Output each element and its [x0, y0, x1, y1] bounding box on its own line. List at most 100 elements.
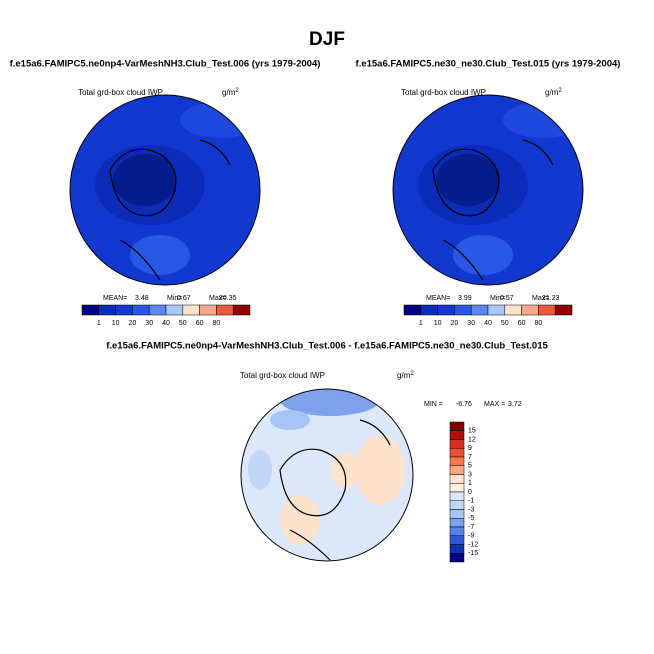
colorbar-label: 80: [535, 320, 543, 327]
stat-value: 3.48: [135, 295, 149, 302]
colorbar-box: [115, 304, 133, 316]
units: g/m2: [545, 88, 562, 98]
figure-title: DJF: [309, 29, 345, 50]
stat-value: -6.76: [456, 401, 472, 408]
colorbar-box: [199, 304, 217, 316]
units-exponent: 2: [235, 88, 239, 94]
colorbar-label: 60: [518, 320, 526, 327]
colorbar-box: [470, 304, 489, 316]
stat-label: Max=: [532, 295, 549, 302]
colorbar-box: [449, 421, 465, 431]
colorbar-label: -7: [468, 524, 474, 531]
panel-title: f.e15a6.FAMIPC5.ne0np4-VarMeshNH3.Club_T…: [10, 59, 321, 70]
stat-label: MEAN=: [103, 295, 127, 302]
colorbar-box: [449, 526, 465, 536]
colorbar-label: 10: [112, 320, 120, 327]
variable-label: Total grd-box cloud IWP: [240, 371, 325, 380]
colorbar-box: [449, 553, 465, 563]
colorbar-label: 50: [501, 320, 509, 327]
colorbar-label: 20: [129, 320, 137, 327]
variable-label: Total grd-box cloud IWP: [401, 88, 486, 97]
colorbar-box: [554, 304, 573, 316]
stat-label: MIN =: [424, 401, 443, 408]
variable-label: Total grd-box cloud IWP: [78, 88, 163, 97]
colorbar-label: 12: [468, 436, 476, 443]
units-exponent: 2: [410, 371, 414, 377]
colorbar-label: -1: [468, 498, 474, 505]
colorbar-box: [449, 465, 465, 475]
panel-title: f.e15a6.FAMIPC5.ne0np4-VarMeshNH3.Club_T…: [106, 341, 548, 352]
colorbar-box: [449, 535, 465, 545]
colorbar-label: -3: [468, 506, 474, 513]
colorbar-label: 1: [468, 480, 472, 487]
colorbar-box: [148, 304, 167, 316]
colorbar-label: -9: [468, 533, 474, 540]
units: g/m2: [222, 88, 239, 98]
stat-value: 3.99: [458, 295, 472, 302]
colorbar-box: [132, 304, 150, 316]
colorbar-box: [98, 304, 116, 316]
colorbar-label: 40: [484, 320, 492, 327]
colorbar-label: 1: [419, 320, 423, 327]
stat-label: Min=: [167, 295, 182, 302]
colorbar-box: [449, 456, 465, 466]
colorbar-label: 20: [451, 320, 459, 327]
colorbar-box: [182, 304, 200, 316]
stat-label: Min=: [490, 295, 505, 302]
colorbar-label: 50: [179, 320, 187, 327]
colorbar-box: [449, 509, 465, 519]
colorbar-label: 30: [145, 320, 153, 327]
panel-title: f.e15a6.FAMIPC5.ne30_ne30.Club_Test.015 …: [356, 59, 621, 70]
colorbar-box: [504, 304, 522, 316]
colorbar-label: 9: [468, 445, 472, 452]
colorbar-label: 0: [468, 489, 472, 496]
colorbar-box: [232, 304, 251, 316]
colorbar-label: 60: [196, 320, 204, 327]
stat-value: 20.35: [219, 295, 237, 302]
colorbar-box: [449, 491, 465, 501]
map: [393, 95, 583, 285]
map-border: [240, 388, 414, 562]
units: g/m2: [397, 371, 414, 381]
colorbar-label: -15: [468, 550, 478, 557]
map-border: [392, 94, 584, 286]
colorbar-box: [449, 518, 465, 528]
colorbar-box: [454, 304, 472, 316]
colorbar-box: [165, 304, 184, 316]
colorbar-box: [437, 304, 455, 316]
colorbar-box: [449, 430, 465, 440]
stat-value: 3.72: [508, 401, 522, 408]
colorbar-box: [449, 448, 465, 458]
units-exponent: 2: [558, 88, 562, 94]
stat-value: 21.23: [542, 295, 560, 302]
map: [241, 389, 413, 561]
colorbar-label: 3: [468, 471, 472, 478]
colorbar-box: [449, 474, 465, 484]
stat-label: MAX =: [484, 401, 505, 408]
stat-label: MEAN=: [426, 295, 450, 302]
colorbar-label: -12: [468, 541, 478, 548]
colorbar-label: 30: [467, 320, 475, 327]
map-border: [69, 94, 261, 286]
colorbar-box: [81, 304, 100, 316]
colorbar-box: [487, 304, 506, 316]
colorbar-box: [449, 483, 465, 493]
colorbar-box: [216, 304, 234, 316]
map: [70, 95, 260, 285]
colorbar-label: -5: [468, 515, 474, 522]
colorbar-box: [403, 304, 422, 316]
colorbar-box: [449, 500, 465, 510]
colorbar-label: 7: [468, 454, 472, 461]
colorbar-box: [420, 304, 438, 316]
colorbar-label: 1: [97, 320, 101, 327]
colorbar-box: [538, 304, 556, 316]
stat-label: Max=: [209, 295, 226, 302]
colorbar-label: 10: [434, 320, 442, 327]
colorbar-label: 40: [162, 320, 170, 327]
stat-value: 0.57: [500, 295, 514, 302]
colorbar-box: [449, 544, 465, 554]
colorbar-label: 80: [213, 320, 221, 327]
colorbar-box: [521, 304, 539, 316]
colorbar-box: [449, 439, 465, 449]
